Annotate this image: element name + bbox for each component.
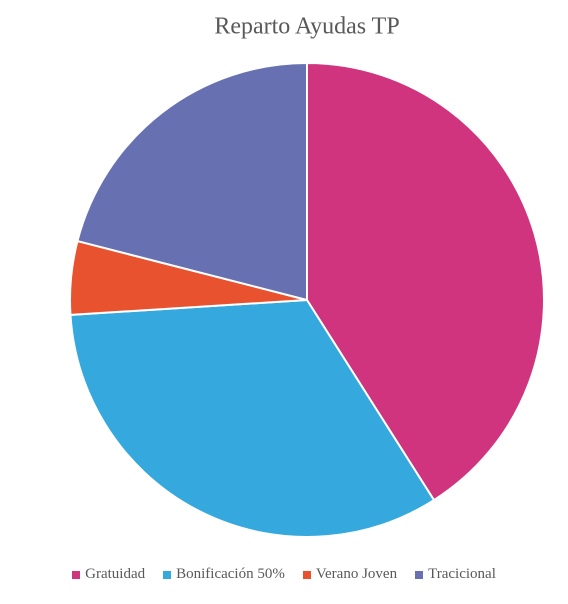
legend-item: Tracicional (415, 566, 496, 583)
chart-title: Reparto Ayudas TP (214, 14, 399, 40)
legend-label: Bonificación 50% (176, 566, 285, 582)
legend-swatch (72, 570, 81, 579)
legend-label: Gratuidad (85, 566, 146, 582)
legend-label: Tracicional (428, 566, 496, 582)
legend-item: Verano Joven (302, 566, 398, 583)
legend-label: Verano Joven (315, 566, 398, 582)
pie-slice (69, 298, 436, 538)
pie-slice (76, 61, 308, 302)
legend-swatch (415, 570, 424, 579)
pie-slice (306, 61, 545, 502)
legend-item: Gratuidad (72, 566, 145, 583)
chart: Reparto Ayudas TP (69, 14, 545, 538)
legend: Gratuidad Bonificación 50% Verano Joven Tra… (0, 566, 568, 583)
legend-item: Bonificación 50% (163, 566, 285, 583)
legend-swatch (163, 570, 172, 579)
legend-swatch (302, 570, 311, 579)
